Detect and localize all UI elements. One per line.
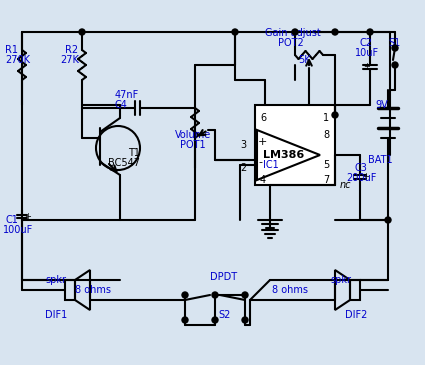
Text: nc: nc [340,180,351,190]
Text: IC1: IC1 [263,160,279,170]
Text: DPDT: DPDT [210,272,237,282]
Text: 8: 8 [323,130,329,140]
Text: T1: T1 [128,148,140,158]
Text: 5: 5 [323,160,329,170]
Text: S2: S2 [218,310,230,320]
Text: Gain adjust: Gain adjust [265,28,321,38]
Text: S1: S1 [388,38,400,48]
Circle shape [232,29,238,35]
Text: DIF2: DIF2 [345,310,367,320]
Circle shape [392,62,398,68]
Text: R1: R1 [5,45,18,55]
Bar [65,280,75,300]
Text: 5K: 5K [298,55,311,65]
FancyBboxPatch shape [255,105,335,185]
Circle shape [79,29,85,35]
Text: +: + [258,137,267,147]
Text: Volume: Volume [175,130,211,140]
Text: LM386: LM386 [263,150,304,160]
Text: +: + [363,62,370,71]
Text: 200uF: 200uF [346,173,377,183]
Text: DIF1: DIF1 [45,310,67,320]
Circle shape [242,292,248,298]
Text: POT2: POT2 [278,38,304,48]
Circle shape [332,29,338,35]
Bar [350,280,360,300]
Text: 100uF: 100uF [3,225,33,235]
Text: POT1: POT1 [180,140,206,150]
Text: R2: R2 [65,45,78,55]
Text: C1: C1 [5,215,18,225]
Text: -: - [258,157,262,167]
Text: 1: 1 [323,113,329,123]
Text: 2: 2 [240,163,246,173]
Circle shape [242,317,248,323]
Text: C2: C2 [360,38,373,48]
Text: 6: 6 [260,113,266,123]
Text: spkr: spkr [330,275,351,285]
Text: 47nF: 47nF [115,90,139,100]
Text: C3: C3 [355,163,368,173]
Text: +: + [24,212,31,221]
Text: 27K: 27K [60,55,79,65]
Text: BAT1: BAT1 [368,155,393,165]
Text: 4: 4 [260,175,266,185]
Text: 8 ohms: 8 ohms [75,285,111,295]
Text: 3: 3 [240,140,246,150]
Text: C4: C4 [115,100,128,110]
Text: 270K: 270K [5,55,30,65]
Circle shape [392,45,398,51]
Circle shape [212,292,218,298]
Circle shape [292,29,298,35]
Text: 7: 7 [323,175,329,185]
Text: BC547: BC547 [108,158,140,168]
Text: 9V: 9V [375,100,388,110]
Circle shape [182,317,188,323]
Circle shape [332,112,338,118]
Circle shape [212,317,218,323]
Circle shape [367,29,373,35]
Text: 10uF: 10uF [355,48,379,58]
Circle shape [385,217,391,223]
Text: spkr: spkr [45,275,66,285]
Circle shape [182,292,188,298]
Text: +: + [362,172,369,181]
Text: 8 ohms: 8 ohms [272,285,308,295]
